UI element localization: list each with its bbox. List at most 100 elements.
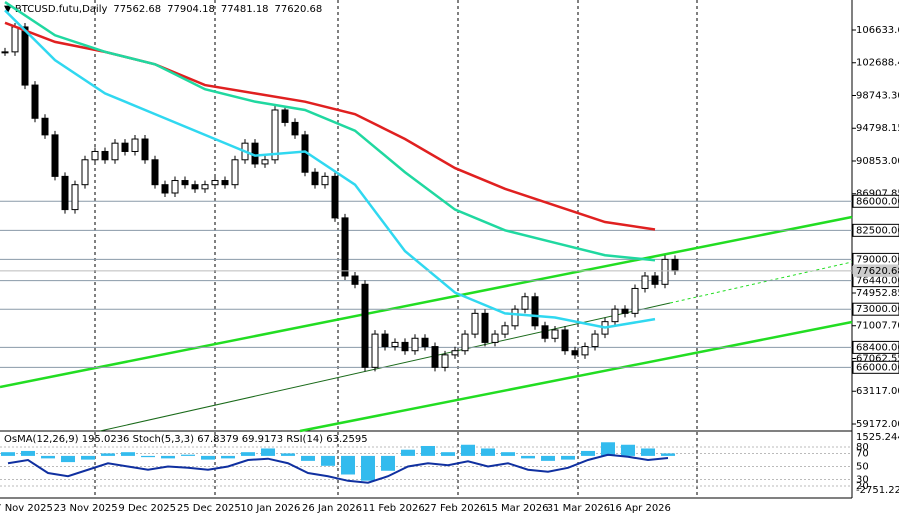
osma-bar [561,455,575,460]
osma-bar [421,445,435,456]
rsi-line [7,453,669,484]
candle [361,283,369,368]
candle [641,275,649,289]
candle [221,180,229,186]
osma-bar [481,448,495,456]
candle [461,333,469,352]
candle [431,346,439,368]
level-label: 82500.00 [856,225,899,236]
y-tick-label: 74952.85 [856,288,899,299]
candle [191,184,199,190]
candle [131,138,139,152]
candle [381,333,389,348]
candle [621,308,629,314]
osma-bar [401,449,415,456]
ohlc-value: 77620.68 [275,4,323,15]
trend-lines [0,215,853,433]
candle [581,346,589,356]
candle [351,275,359,285]
candle [541,325,549,339]
x-tick-label: 15 Mar 2026 [485,503,548,514]
x-tick-label: 31 Mar 2026 [547,503,610,514]
level-label: 68400.00 [856,342,899,353]
candle [101,150,109,161]
x-tick-label: 10 Jan 2026 [240,503,300,514]
moving-average [4,9,656,329]
osma-bar [641,448,655,456]
osma-bar [181,454,195,456]
candle [551,329,559,339]
candle [411,337,419,352]
y-tick-label: 106633.60 [856,25,899,36]
x-tick-label: 26 Jan 2026 [302,503,362,514]
x-tick-label: 23 Nov 2025 [54,503,118,514]
candle [121,142,129,152]
osma-bar [321,455,335,466]
candle [671,258,679,272]
candle [31,84,39,119]
candle [371,333,379,368]
osma-bar [361,455,375,481]
y-tick-label: 102688.45 [856,58,899,69]
x-tick-label: 27 Feb 2026 [424,503,486,514]
rsi-tick-label: 20 [856,481,869,492]
candle [171,180,179,194]
candle [471,312,479,335]
osma-bar [141,455,155,458]
osma-bar [241,452,255,456]
candle [451,350,459,356]
osma-bar [341,455,355,475]
level-box [852,360,899,374]
candle [421,337,429,348]
osma-bar [21,450,35,456]
osma-bar [101,453,115,456]
candle [151,159,159,186]
candle [11,26,19,53]
candle [561,329,569,352]
candle [161,184,169,194]
period-separators [94,0,698,498]
x-tick-label: 9 Dec 2025 [118,503,176,514]
osma-bar [441,452,455,456]
osma-bar [621,444,635,456]
ohlc-value: 77562.68 [113,4,161,15]
y-tick-label: 63117.00 [856,386,899,397]
y-tick-label: 98743.30 [856,90,899,101]
candle [141,138,149,161]
candle [651,275,659,285]
candle [271,109,279,161]
candle [631,287,639,314]
level-box [852,302,899,316]
candle [91,150,99,161]
candle [331,175,339,219]
current-price-box [853,264,899,277]
osma-bar [161,455,175,459]
candle [201,184,209,190]
osma-bar [501,452,515,456]
osma-bar [261,448,275,456]
osma-bar [281,453,295,456]
chart-title: ▼ BTCUSD.futu,Daily 77562.68 77904.18 77481… [4,4,322,15]
current-price-label: 77620.68 [856,266,899,277]
candle [391,341,399,348]
osma-bar [61,455,75,463]
level-box [852,194,899,208]
x-tick-label: 25 Dec 2025 [177,503,241,514]
osma-bar [1,452,15,456]
osma-bar [581,450,595,456]
x-tick-label: 11 Feb 2026 [362,503,424,514]
candle [51,134,59,177]
candle [661,258,669,285]
candle [501,325,509,335]
candle [321,175,329,186]
osma-bar [41,455,55,459]
osma-bar [521,455,535,459]
candle [71,184,79,211]
candle [521,296,529,310]
candle [491,333,499,343]
level-label: 79000.00 [856,254,899,265]
candle [311,171,319,186]
candle [291,121,299,136]
level-box [852,223,899,237]
indicator-label: OsMA(12,26,9) 195.0236 Stoch(5,3,3) 67.8… [4,434,368,445]
